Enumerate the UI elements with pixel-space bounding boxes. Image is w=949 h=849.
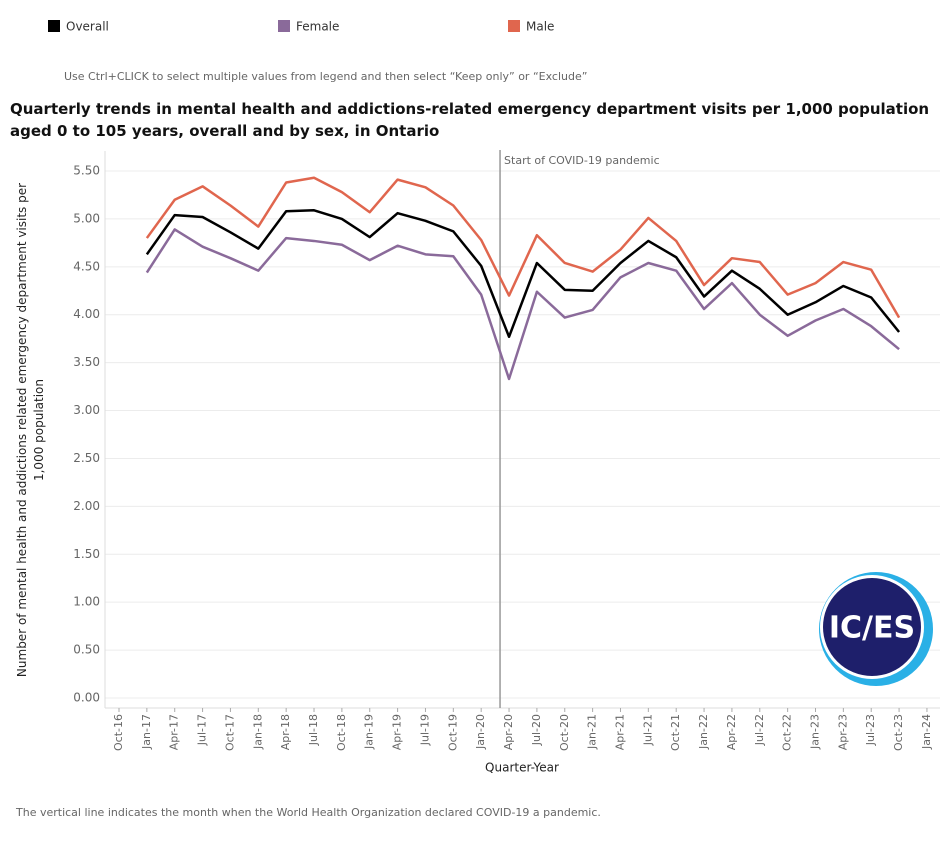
- x-tick-label: Oct-21: [669, 714, 682, 751]
- legend-swatch: [508, 20, 520, 32]
- x-tick-label: Jan-19: [363, 714, 376, 750]
- instruction: Use Ctrl+CLICK to select multiple values…: [64, 70, 587, 83]
- logo-disc: [823, 578, 921, 676]
- x-tick-label: Jan-21: [586, 714, 599, 750]
- y-tick-label: 2.00: [73, 499, 100, 513]
- y-tick-label: 1.00: [73, 595, 100, 609]
- y-tick-label: 0.50: [73, 643, 100, 657]
- x-tick-label: Oct-19: [446, 714, 459, 751]
- x-tick-label: Oct-18: [335, 714, 348, 751]
- x-tick-label: Apr-17: [168, 714, 181, 750]
- plot: 0.00 0.50 1.00 1.50 2.00 2.50 3.00 3.50 4.00 4.50…: [48, 20, 940, 751]
- x-tick-label: Jul-19: [418, 714, 431, 746]
- x-tick-label: Jan-24: [920, 714, 933, 750]
- y-label-box: Number of mental health and addictions r…: [15, 182, 46, 678]
- x-tick-label: Jul-23: [864, 714, 877, 746]
- legend-label: Female: [296, 20, 339, 34]
- x-tick-label: Jul-17: [196, 714, 209, 746]
- legend-swatch: [278, 20, 290, 32]
- x-tick-label: Apr-20: [502, 714, 515, 750]
- chart-title: Quarterly trends in mental health and ad…: [10, 100, 930, 140]
- y-tick-label: 3.50: [73, 355, 100, 369]
- y-tick-label: 3.00: [73, 403, 100, 417]
- x-tick-label: Jan-22: [697, 714, 710, 750]
- y-tick-label: 5.00: [73, 211, 100, 225]
- legend-label: Male: [526, 20, 554, 34]
- x-tick-label: Oct-16: [112, 714, 125, 751]
- logo-text: IC/ES: [829, 611, 915, 646]
- y-tick-label: 2.50: [73, 451, 100, 465]
- x-tick-label: Jan-20: [474, 714, 487, 750]
- series-line: [145, 176, 901, 319]
- x-tick-label: Oct-23: [892, 714, 905, 751]
- series-line: [145, 209, 901, 339]
- y-tick-label: 1.50: [73, 547, 100, 561]
- legend-label: Overall: [66, 20, 109, 34]
- x-tick-label: Apr-19: [391, 714, 404, 750]
- x-axis-title: Quarter-Year: [485, 761, 559, 775]
- y-tick-label: 4.00: [73, 307, 100, 321]
- x-tick-label: Jul-21: [641, 714, 654, 746]
- y-tick-label: 5.50: [73, 164, 100, 178]
- title-box: Quarterly trends in mental health and ad…: [10, 100, 930, 140]
- x-tick-label: Apr-22: [725, 714, 738, 750]
- x-tick-label: Apr-23: [836, 714, 849, 750]
- x-tick-label: Oct-17: [223, 714, 236, 751]
- y-tick-label: 4.50: [73, 259, 100, 273]
- footnote: The vertical line indicates the month wh…: [15, 806, 601, 819]
- x-tick-label: Apr-21: [613, 714, 626, 750]
- series-line: [145, 228, 900, 381]
- x-tick-label: Oct-22: [781, 714, 794, 751]
- x-tick-label: Jul-20: [530, 714, 543, 746]
- x-tick-label: Jan-17: [140, 714, 153, 750]
- x-tick-label: Jul-18: [307, 714, 320, 746]
- legend-swatch: [48, 20, 60, 32]
- x-tick-label: Jan-18: [251, 714, 264, 750]
- annotation-text: Start of COVID-19 pandemic: [504, 154, 660, 167]
- y-tick-label: 0.00: [73, 691, 100, 705]
- y-axis-title: Number of mental health and addictions r…: [15, 182, 46, 678]
- logo: IC/ES: [819, 572, 933, 686]
- x-tick-label: Jul-22: [753, 714, 766, 746]
- x-tick-label: Oct-20: [558, 714, 571, 751]
- x-tick-label: Jan-23: [809, 714, 822, 750]
- x-tick-label: Apr-18: [279, 714, 292, 750]
